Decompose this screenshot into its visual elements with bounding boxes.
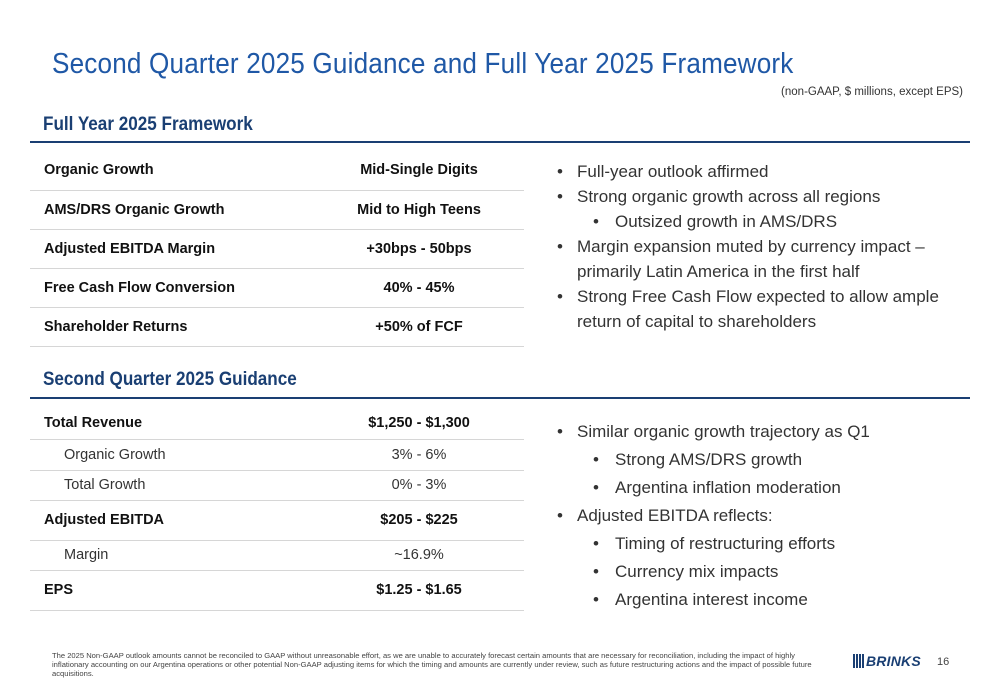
bullet-item: Strong organic growth across all regions — [555, 184, 965, 209]
row-label: AMS/DRS Organic Growth — [30, 190, 314, 230]
bullet-item: Similar organic growth trajectory as Q1 — [555, 418, 965, 446]
full-year-table: Organic Growth Mid-Single Digits AMS/DRS… — [30, 151, 524, 347]
table-row: AMS/DRS Organic Growth Mid to High Teens — [30, 190, 524, 230]
row-label: Adjusted EBITDA Margin — [30, 229, 314, 269]
row-label: Shareholder Returns — [30, 307, 314, 347]
row-value: +50% of FCF — [314, 307, 524, 347]
row-label: Organic Growth — [30, 439, 314, 471]
table-row: Total Growth 0% - 3% — [30, 470, 524, 501]
row-label: Free Cash Flow Conversion — [30, 268, 314, 308]
sub-bullet-item: Timing of restructuring efforts — [555, 530, 965, 558]
table-row: Shareholder Returns +50% of FCF — [30, 307, 524, 347]
sub-bullet-item: Argentina inflation moderation — [555, 474, 965, 502]
table-row: Free Cash Flow Conversion 40% - 45% — [30, 268, 524, 308]
logo-bars-icon — [853, 654, 864, 668]
table-row: Organic Growth Mid-Single Digits — [30, 151, 524, 191]
table-row: Margin ~16.9% — [30, 540, 524, 571]
row-value: 0% - 3% — [314, 470, 524, 501]
row-value: 40% - 45% — [314, 268, 524, 308]
units-note: (non-GAAP, $ millions, except EPS) — [781, 86, 963, 98]
table-row: EPS $1.25 - $1.65 — [30, 570, 524, 611]
sub-bullet-item: Argentina interest income — [555, 586, 965, 614]
bullet-item: Full-year outlook affirmed — [555, 159, 965, 184]
q2-table: Total Revenue $1,250 - $1,300 Organic Gr… — [30, 407, 524, 611]
row-label: Total Growth — [30, 470, 314, 501]
table-row: Adjusted EBITDA $205 - $225 — [30, 500, 524, 541]
sub-bullet-item: Currency mix impacts — [555, 558, 965, 586]
row-label: Margin — [30, 540, 314, 571]
full-year-bullets: Full-year outlook affirmed Strong organi… — [555, 159, 965, 334]
row-label: Total Revenue — [30, 407, 314, 440]
q2-bullets: Similar organic growth trajectory as Q1 … — [555, 418, 965, 614]
row-value: $1,250 - $1,300 — [314, 407, 524, 440]
bullet-item: Strong Free Cash Flow expected to allow … — [555, 284, 965, 334]
row-value: $1.25 - $1.65 — [314, 570, 524, 611]
row-value: Mid-Single Digits — [314, 151, 524, 191]
q2-rule — [30, 397, 970, 399]
row-value: Mid to High Teens — [314, 190, 524, 230]
page-number: 16 — [937, 656, 950, 668]
row-value: ~16.9% — [314, 540, 524, 571]
row-label: EPS — [30, 570, 314, 611]
page-title: Second Quarter 2025 Guidance and Full Ye… — [52, 48, 794, 80]
full-year-heading: Full Year 2025 Framework — [43, 114, 253, 135]
row-value: +30bps - 50bps — [314, 229, 524, 269]
sub-bullet-item: Strong AMS/DRS growth — [555, 446, 965, 474]
q2-heading: Second Quarter 2025 Guidance — [43, 369, 297, 390]
logo-text: BRINKS — [866, 653, 921, 669]
table-row: Organic Growth 3% - 6% — [30, 439, 524, 471]
row-value: 3% - 6% — [314, 439, 524, 471]
brinks-logo: BRINKS — [853, 653, 921, 669]
row-label: Adjusted EBITDA — [30, 500, 314, 541]
bullet-item: Adjusted EBITDA reflects: — [555, 502, 965, 530]
row-label: Organic Growth — [30, 151, 314, 191]
sub-bullet-item: Outsized growth in AMS/DRS — [555, 209, 965, 234]
footnote: The 2025 Non-GAAP outlook amounts cannot… — [52, 651, 812, 678]
bullet-item: Margin expansion muted by currency impac… — [555, 234, 965, 284]
table-row: Adjusted EBITDA Margin +30bps - 50bps — [30, 229, 524, 269]
row-value: $205 - $225 — [314, 500, 524, 541]
table-row: Total Revenue $1,250 - $1,300 — [30, 407, 524, 440]
full-year-rule — [30, 141, 970, 143]
